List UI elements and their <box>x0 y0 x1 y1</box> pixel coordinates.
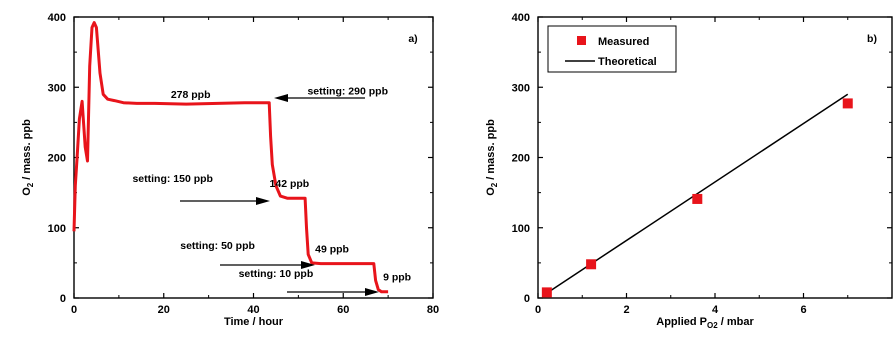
legend-label-measured: Measured <box>598 36 649 48</box>
x-axis-label-rest: / mbar <box>718 316 755 328</box>
annotation-label: setting: 290 ppb <box>307 85 388 97</box>
y-axis-label-main: O <box>485 187 497 196</box>
measured-point <box>842 98 853 109</box>
y-axis-label-main: O <box>21 187 33 196</box>
y-tick-label: 200 <box>512 153 530 165</box>
y-tick-label: 0 <box>60 293 66 305</box>
x-tick-label: 80 <box>427 304 439 316</box>
x-axis-label: Applied PO2 / mbar <box>656 316 754 330</box>
x-axis-label-main: Applied P <box>656 316 707 328</box>
measured-point <box>586 259 597 270</box>
legend-label-theoretical: Theoretical <box>598 56 657 68</box>
x-axis-label-sub: O2 <box>707 321 718 330</box>
x-tick-label: 0 <box>71 304 77 316</box>
data-line <box>72 21 389 294</box>
panel-label: a) <box>408 33 417 45</box>
annotation-label: 142 ppb <box>270 178 310 190</box>
y-tick-label: 300 <box>512 82 530 94</box>
y-tick-label: 200 <box>48 153 66 165</box>
x-tick-label: 20 <box>158 304 170 316</box>
y-axis-label-rest: / mass. ppb <box>21 119 33 183</box>
y-tick-label: 400 <box>48 12 66 24</box>
annotation-label: 49 ppb <box>315 243 349 255</box>
y-tick-label: 0 <box>524 293 530 305</box>
annotation-arrowhead <box>256 197 270 205</box>
y-tick-label: 400 <box>512 12 530 24</box>
annotation-label: 278 ppb <box>171 89 211 101</box>
y-axis-label-sub: 2 <box>490 182 499 187</box>
y-axis-label: O2 / mass. ppb <box>21 119 35 196</box>
y-axis-label-sub: 2 <box>26 182 35 187</box>
x-tick-label: 2 <box>623 304 629 316</box>
measured-point <box>541 287 552 298</box>
legend-marker-measured <box>577 36 586 45</box>
measured-point <box>692 193 703 204</box>
y-tick-label: 100 <box>48 223 66 235</box>
legend-box <box>547 25 677 73</box>
annotation-arrowhead <box>274 94 288 102</box>
annotation-label: setting: 150 ppb <box>132 173 213 185</box>
panel-label: b) <box>867 33 877 45</box>
x-tick-label: 0 <box>535 304 541 316</box>
y-tick-label: 100 <box>512 223 530 235</box>
chart-a: 0 20 40 60 80 0 100 200 300 400 O2 / mass. ppb Time… <box>21 12 439 328</box>
y-axis-label-rest: / mass. ppb <box>485 119 497 183</box>
y-tick-label: 300 <box>48 82 66 94</box>
x-tick-label: 6 <box>800 304 806 316</box>
annotation-label: setting: 10 ppb <box>239 268 314 280</box>
annotation-arrowhead <box>365 288 379 296</box>
x-axis-label: Time / hour <box>224 316 284 328</box>
x-tick-label: 60 <box>337 304 349 316</box>
annotation-label: setting: 50 ppb <box>180 240 255 252</box>
x-tick-label: 40 <box>247 304 259 316</box>
plot-frame <box>73 16 434 299</box>
theoretical-line <box>546 93 849 294</box>
x-tick-label: 4 <box>712 304 719 316</box>
annotation-arrowhead <box>301 261 315 269</box>
annotation-label: 9 ppb <box>383 271 411 283</box>
y-axis-label: O2 / mass. ppb <box>485 119 499 196</box>
